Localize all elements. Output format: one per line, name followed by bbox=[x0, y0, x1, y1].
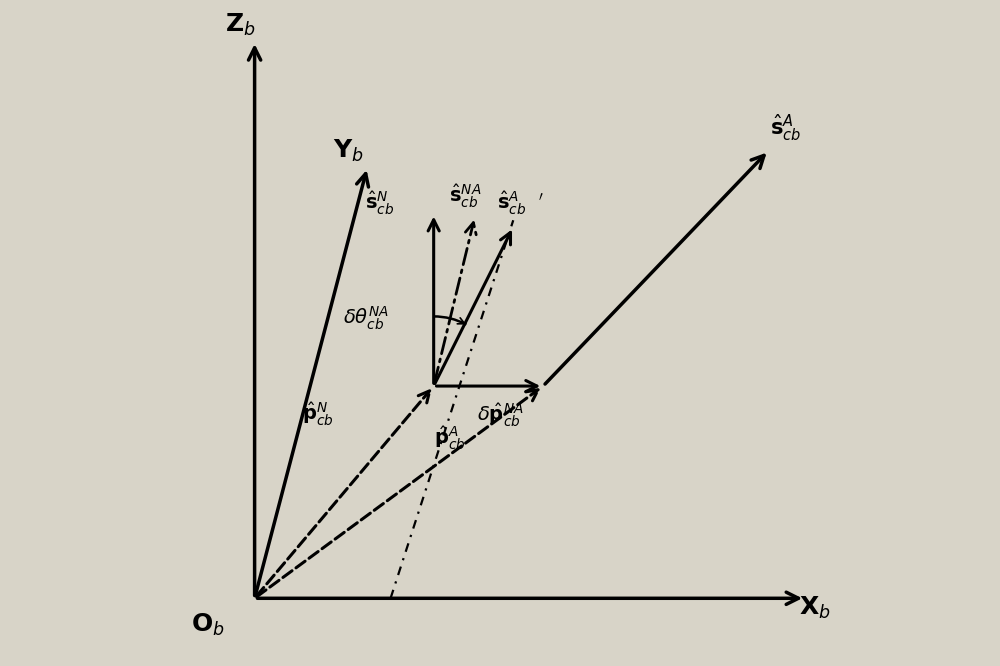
Text: $\mathbf{Z}_b$: $\mathbf{Z}_b$ bbox=[225, 11, 255, 38]
Text: $\delta\hat{\mathbf{p}}^{NA}_{cb}$: $\delta\hat{\mathbf{p}}^{NA}_{cb}$ bbox=[477, 402, 523, 429]
Text: $\hat{\mathbf{s}}^{N}_{cb}$: $\hat{\mathbf{s}}^{N}_{cb}$ bbox=[365, 190, 394, 217]
Text: $\mathbf{X}_b$: $\mathbf{X}_b$ bbox=[799, 595, 831, 621]
Text: $\mathbf{O}_b$: $\mathbf{O}_b$ bbox=[191, 611, 225, 638]
Text: $\mathbf{Y}_b$: $\mathbf{Y}_b$ bbox=[333, 137, 364, 164]
Text: $\hat{\mathbf{s}}^{A}_{cb}$: $\hat{\mathbf{s}}^{A}_{cb}$ bbox=[770, 113, 801, 145]
Text: $\delta\theta^{NA}_{cb}$: $\delta\theta^{NA}_{cb}$ bbox=[343, 305, 389, 332]
Text: $\hat{\mathbf{s}}^{NA}_{cb}$: $\hat{\mathbf{s}}^{NA}_{cb}$ bbox=[449, 182, 482, 210]
Text: $\hat{\mathbf{p}}^{N}_{cb}$: $\hat{\mathbf{p}}^{N}_{cb}$ bbox=[302, 400, 333, 428]
Text: $\hat{\mathbf{s}}^{A}_{cb}$  $'$: $\hat{\mathbf{s}}^{A}_{cb}$ $'$ bbox=[497, 190, 543, 217]
Text: $\hat{\mathbf{p}}^{A}_{cb}$: $\hat{\mathbf{p}}^{A}_{cb}$ bbox=[434, 424, 466, 452]
